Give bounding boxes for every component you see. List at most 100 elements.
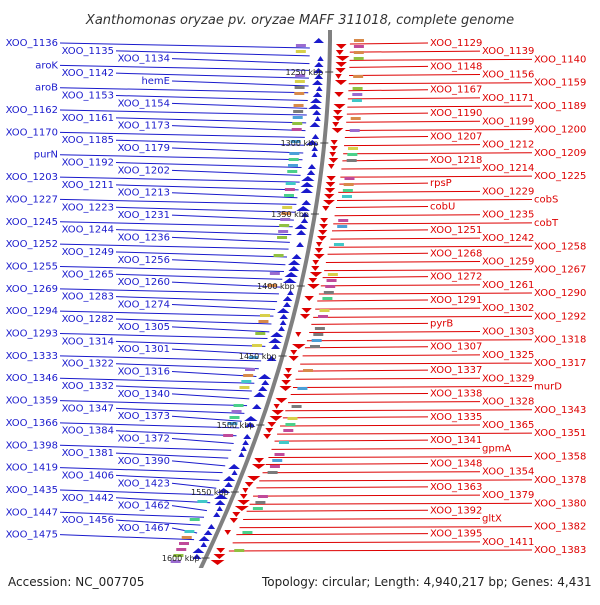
gene-band-minus <box>272 459 283 462</box>
gene-label: XOO_1259 <box>482 256 534 267</box>
gene-glyph-minus <box>232 512 241 517</box>
kbp-tick-label: 1300 kbp <box>281 139 319 148</box>
gene-label: XOO_1252 <box>6 239 58 250</box>
gene-label: XOO_1199 <box>482 116 534 127</box>
gene-label: rpsP <box>430 178 452 189</box>
label-connector <box>349 58 533 61</box>
label-connector <box>171 169 301 176</box>
label-connector <box>349 65 429 68</box>
gene-band-minus <box>303 369 314 372</box>
gene-glyph-minus <box>234 506 249 511</box>
label-connector <box>115 407 245 414</box>
label-connector <box>317 299 429 302</box>
gene-glyph-minus <box>267 422 277 427</box>
label-connector <box>277 432 533 435</box>
label-connector <box>338 190 481 193</box>
label-connector <box>115 385 252 392</box>
gene-band-minus <box>346 159 357 162</box>
map-title: Xanthomonas oryzae pv. oryzae MAFF 31101… <box>85 13 514 28</box>
label-connector <box>318 292 533 295</box>
gene-glyph-plus <box>278 326 285 331</box>
gene-label: XOO_1244 <box>62 225 114 236</box>
gene-glyph-plus <box>214 494 228 499</box>
gene-band-plus <box>293 104 304 107</box>
gene-glyph-minus <box>291 344 306 349</box>
gene-glyph-minus <box>229 518 238 523</box>
label-connector <box>324 269 533 272</box>
gene-label: murD <box>534 381 562 392</box>
gene-label: XOO_1325 <box>482 350 534 361</box>
gene-glyph-plus <box>266 356 277 361</box>
gene-glyph-plus <box>301 176 315 181</box>
label-connector <box>331 229 429 232</box>
gene-label: cobT <box>534 218 559 229</box>
gene-label: XOO_1456 <box>62 515 114 526</box>
gene-band-minus <box>242 531 253 534</box>
label-connector <box>171 326 270 333</box>
gene-label: XOO_1227 <box>6 194 58 205</box>
gene-label: XOO_1236 <box>118 232 170 243</box>
label-connector <box>246 509 429 512</box>
gene-band-minus <box>323 291 334 294</box>
label-connector <box>256 486 429 489</box>
gene-label: XOO_1265 <box>62 269 114 280</box>
gene-label: gpmA <box>482 443 511 454</box>
gene-label: XOO_1167 <box>430 85 482 96</box>
gene-glyph-minus <box>314 248 324 253</box>
gene-glyph-plus <box>279 314 289 319</box>
gene-band-minus <box>269 465 280 468</box>
label-connector <box>115 430 237 437</box>
gene-label: XOO_1406 <box>62 470 114 481</box>
gene-label: aroK <box>35 60 58 71</box>
gene-label: XOO_1383 <box>534 545 586 556</box>
gene-band-minus <box>353 51 364 54</box>
label-connector <box>280 424 481 427</box>
gene-band-minus <box>353 57 364 60</box>
label-connector <box>59 400 248 407</box>
gene-glyph-minus <box>269 416 283 421</box>
gene-glyph-plus <box>240 446 247 451</box>
label-connector <box>325 260 481 263</box>
gene-band-minus <box>318 315 329 318</box>
label-connector <box>320 284 481 287</box>
gene-glyph-minus <box>309 272 323 277</box>
label-connector <box>259 479 533 482</box>
gene-label: XOO_1156 <box>482 70 534 81</box>
gene-label: XOO_1351 <box>534 428 586 439</box>
gene-band-minus <box>351 99 362 102</box>
gene-label: XOO_1190 <box>430 108 482 119</box>
gene-label: XOO_1347 <box>62 403 114 414</box>
label-connector <box>115 206 296 213</box>
label-connector <box>311 322 429 325</box>
label-connector <box>343 152 533 155</box>
gene-band-minus <box>267 471 278 474</box>
gene-glyph-plus <box>217 488 231 493</box>
gene-label: XOO_1343 <box>534 405 586 416</box>
gene-band-plus <box>173 554 184 557</box>
label-connector <box>333 222 533 225</box>
gene-label: XOO_1136 <box>6 38 58 49</box>
label-connector <box>171 214 294 221</box>
gene-glyph-minus <box>334 80 347 85</box>
label-connector <box>59 377 255 384</box>
gene-band-plus <box>292 116 303 119</box>
gene-band-minus <box>287 417 298 420</box>
label-connector <box>253 494 481 497</box>
gene-band-plus <box>288 158 299 161</box>
gene-glyph-plus <box>200 542 208 547</box>
gene-glyph-minus <box>237 500 250 505</box>
gene-label: XOO_1261 <box>482 280 534 291</box>
gene-glyph-minus <box>244 482 254 487</box>
label-connector <box>59 333 268 340</box>
gene-glyph-plus <box>312 80 323 85</box>
gene-label: XOO_1348 <box>430 459 482 470</box>
gene-glyph-plus <box>309 122 321 127</box>
gene-band-minus <box>337 225 348 228</box>
gene-glyph-minus <box>323 200 335 205</box>
gene-glyph-minus <box>304 296 314 301</box>
gene-label: XOO_1231 <box>118 210 170 221</box>
gene-label: XOO_1341 <box>430 435 482 446</box>
kbp-tick-label: 1450 kbp <box>239 352 277 361</box>
gene-label: aroB <box>35 83 58 94</box>
